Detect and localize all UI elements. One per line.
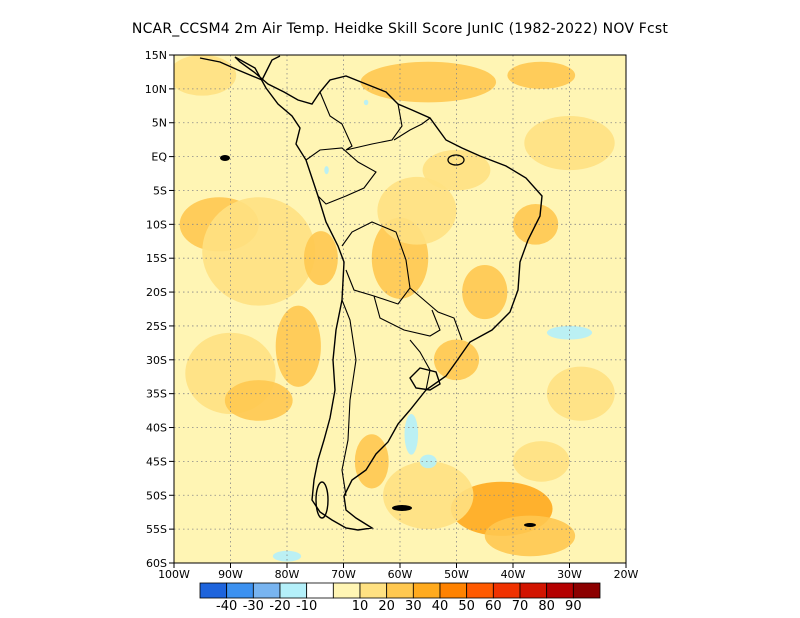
colorbar-swatch	[412, 582, 441, 599]
colorbar: -40 -30 -20 -10 10 20 30 40 50 60 70 80 90	[199, 582, 601, 614]
colorbar-swatch	[492, 582, 521, 599]
skill-patch	[524, 115, 615, 171]
colorbar-label: -30	[243, 599, 264, 614]
lat-tick-label: 25S	[146, 320, 167, 333]
colorbar-label: 90	[565, 599, 582, 614]
colorbar-swatch	[306, 582, 334, 599]
lat-tick-label: 15S	[146, 252, 167, 265]
colorbar-swatch	[252, 582, 281, 599]
colorbar-label: 30	[405, 599, 422, 614]
lat-tick-label: 10S	[146, 218, 167, 231]
skill-patch	[272, 550, 302, 562]
skill-patches	[174, 55, 615, 562]
lat-tick-label: 20S	[146, 286, 167, 299]
central-america	[199, 57, 263, 81]
lat-tick-label: 15N	[145, 49, 167, 62]
skill-patch	[484, 515, 576, 557]
caribbean-coast	[261, 55, 281, 81]
lon-tick-label: 60W	[388, 568, 413, 581]
colorbar-label: -10	[296, 599, 317, 614]
colorbar-swatch	[386, 582, 414, 599]
lon-tick-label: 90W	[218, 568, 243, 581]
skill-patch	[507, 61, 576, 89]
colorbar-swatch	[439, 582, 468, 599]
lat-tick-label: 35S	[146, 388, 167, 401]
falkland-islands	[392, 505, 412, 511]
lat-tick-label: 10N	[145, 83, 167, 96]
colorbar-label: 70	[512, 599, 529, 614]
islands	[220, 154, 536, 527]
skill-patch	[422, 149, 491, 191]
colorbar-label: 60	[485, 599, 502, 614]
lon-tick-label: 70W	[331, 568, 356, 581]
lat-tick-label: 55S	[146, 523, 167, 536]
colorbar-swatch	[226, 582, 254, 599]
skill-patch	[324, 166, 329, 175]
colorbar-label: 10	[352, 599, 369, 614]
axis-ticks: 15N 10N 5N EQ 5S 10S 15S 20S 25S 30S 35S 40S 45S 50S 5…	[145, 49, 639, 581]
colorbar-label: -20	[269, 599, 290, 614]
lat-tick-label: 30S	[146, 354, 167, 367]
skill-patch	[433, 339, 480, 381]
colorbar-label: 20	[378, 599, 395, 614]
skill-patch	[404, 413, 419, 455]
skill-patch	[224, 380, 293, 421]
lat-tick-label: 5S	[153, 184, 167, 197]
galapagos-islands	[220, 155, 230, 161]
south-georgia	[524, 523, 536, 527]
marajo-island	[447, 154, 465, 166]
colorbar-label: -40	[216, 599, 237, 614]
lon-tick-label: 80W	[275, 568, 300, 581]
skill-patch	[360, 61, 497, 103]
skill-patch	[383, 461, 474, 530]
plot-area	[174, 55, 626, 563]
colorbar-label: 40	[432, 599, 449, 614]
lat-tick-label: 50S	[146, 489, 167, 502]
skill-patch	[363, 99, 369, 106]
skill-patch	[546, 366, 615, 421]
colorbar-swatch	[332, 582, 361, 599]
lon-tick-label: 30W	[557, 568, 582, 581]
lat-tick-label: 5N	[152, 117, 167, 130]
colorbar-swatch	[359, 582, 388, 599]
colorbar-swatch	[199, 582, 228, 599]
colorbar-swatch	[572, 582, 601, 599]
skill-patch	[174, 55, 237, 96]
uruguay-coast	[409, 367, 441, 391]
colorbar-label: 80	[538, 599, 555, 614]
lat-tick-label: 45S	[146, 455, 167, 468]
skill-patch	[377, 176, 457, 245]
lon-tick-label: 20W	[614, 568, 639, 581]
lat-tick-label: EQ	[151, 151, 167, 164]
south-america-coastline	[234, 56, 543, 531]
map-title: NCAR_CCSM4 2m Air Temp. Heidke Skill Sco…	[131, 21, 669, 37]
lat-tick-label: 60S	[146, 557, 167, 570]
lat-tick-label: 40S	[146, 422, 167, 435]
lon-tick-label: 50W	[444, 568, 469, 581]
colorbar-label: 50	[458, 599, 475, 614]
coastlines	[199, 55, 543, 531]
skill-patch	[513, 441, 570, 482]
skill-patch	[303, 231, 338, 286]
skill-patch	[546, 325, 593, 340]
colorbar-swatch	[466, 582, 494, 599]
colorbar-swatch	[519, 582, 548, 599]
country-borders	[305, 91, 463, 497]
colorbar-swatch	[279, 582, 308, 599]
skill-patch	[275, 305, 321, 387]
colorbar-swatch	[546, 582, 574, 599]
skill-patch	[202, 197, 316, 306]
lon-tick-label: 100W	[158, 568, 190, 581]
southern-chile-fjords	[315, 481, 329, 519]
lon-tick-label: 40W	[501, 568, 526, 581]
skill-patch	[419, 454, 437, 469]
